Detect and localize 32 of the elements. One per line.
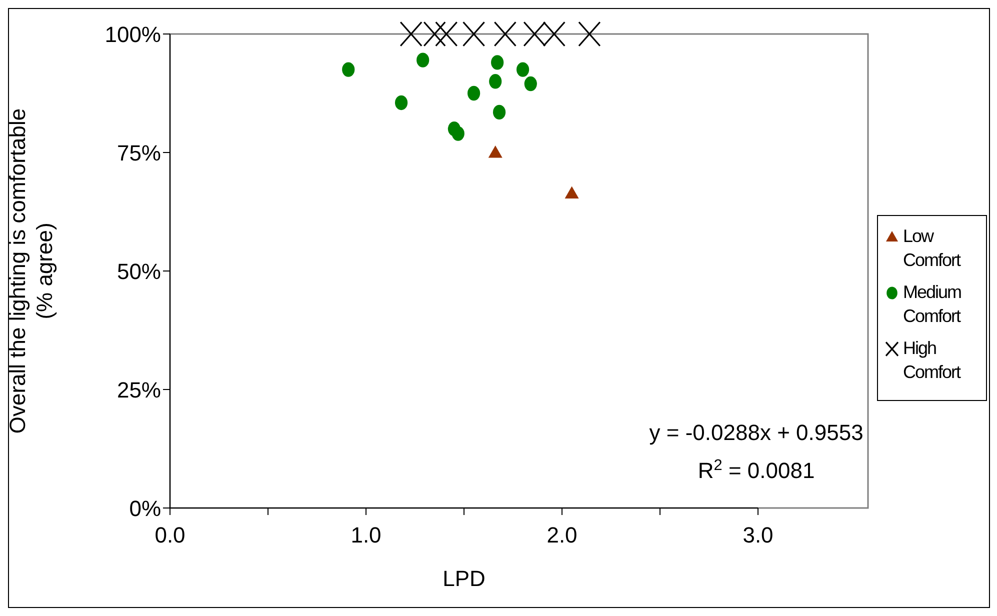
point (516, 62, 530, 77)
y-tick-label: 75% (116, 140, 161, 166)
annotation: y = -0.0288x + 0.9553 (649, 420, 864, 445)
point (488, 146, 502, 158)
point (468, 86, 480, 101)
point (578, 21, 601, 47)
point (394, 95, 408, 110)
y-tick-label: 100% (104, 22, 161, 47)
point (494, 21, 516, 47)
point (435, 21, 458, 47)
x-tick-label: 1.0 (350, 522, 382, 548)
point (524, 76, 537, 92)
x-tick-label: 3.0 (742, 522, 774, 548)
y-tick-label: 25% (116, 377, 161, 402)
point (489, 74, 502, 89)
legend-label: Medium Comfort (903, 281, 962, 328)
legend-label: High Comfort (903, 337, 962, 384)
y-tick-label: 0% (129, 496, 161, 521)
x-tick-label: 2.0 (546, 522, 578, 548)
point (416, 52, 430, 68)
y-tick-label: 50% (116, 258, 161, 284)
point (491, 55, 504, 70)
point (564, 186, 579, 199)
legend-label: Low Comfort (903, 225, 962, 272)
x-axis-title: LPD (442, 566, 486, 591)
point (342, 62, 355, 77)
x-tick-label: 0.0 (154, 522, 186, 548)
y-axis-title: Overall the lighting is comfortable (% agree) (5, 108, 57, 434)
point (452, 126, 464, 141)
point (462, 21, 486, 47)
point (492, 104, 506, 120)
annotation: R$^{2}$ = 0.0081 (698, 456, 815, 483)
